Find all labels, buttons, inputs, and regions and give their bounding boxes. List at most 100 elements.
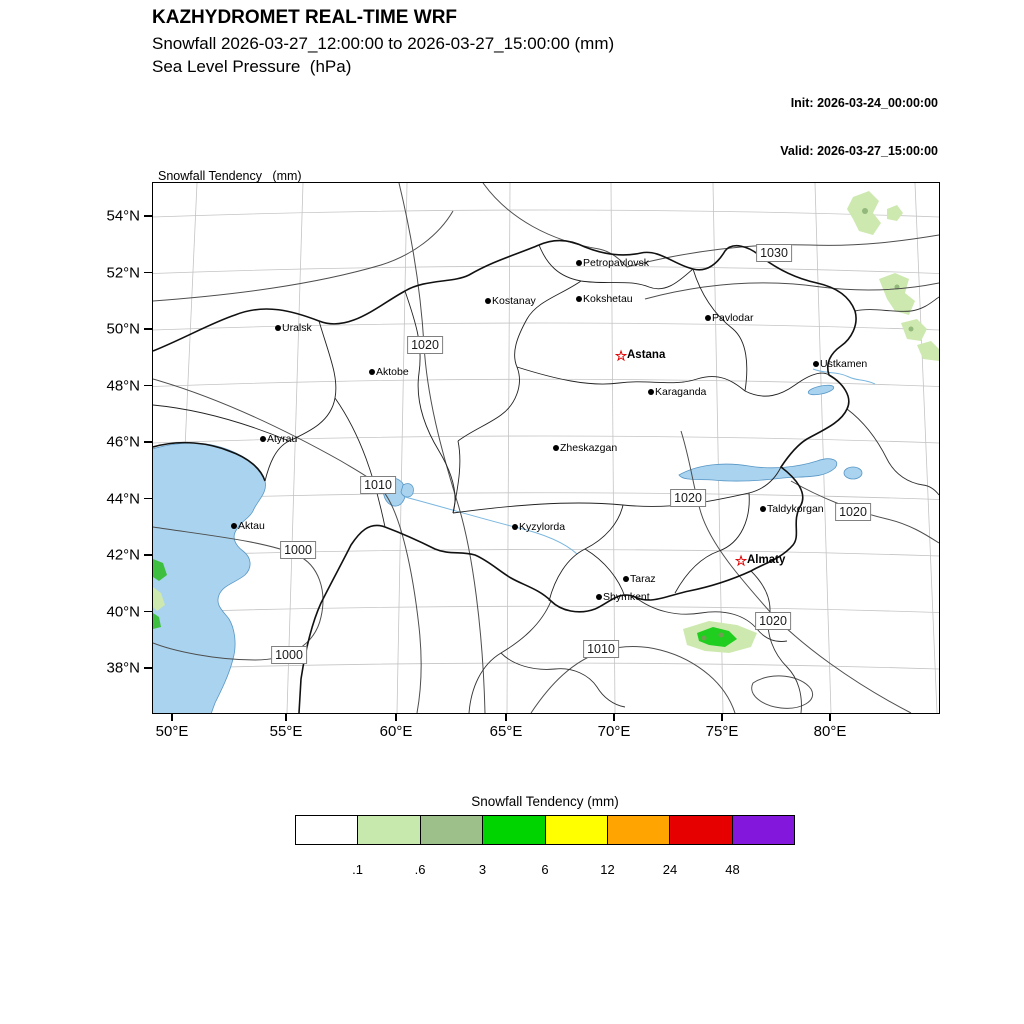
city-label: Almaty [747, 554, 786, 566]
y-axis-tick-label: 52°N [106, 264, 140, 281]
city-label: Pavlodar [712, 312, 754, 324]
colorbar-cell [482, 815, 546, 845]
y-axis-tick-label: 48°N [106, 377, 140, 394]
colorbar-title: Snowfall Tendency (mm) [471, 794, 619, 809]
city-dot-marker [648, 389, 654, 395]
y-axis-tick-label: 38°N [106, 659, 140, 677]
snowfall-shading [153, 191, 939, 653]
city-dot-marker [512, 524, 518, 530]
colorbar [295, 815, 795, 845]
city-dot-marker [485, 298, 491, 304]
city-label: Ustkamen [820, 358, 868, 370]
colorbar-tick-label: 3 [478, 862, 487, 877]
y-axis-tick-mark [144, 667, 152, 669]
pressure-contour-label: 1020 [835, 503, 871, 521]
colorbar-cell [419, 815, 484, 845]
city-dot-marker [576, 296, 582, 302]
city-label: Taldykorgan [767, 503, 824, 515]
map-overlay-layer: Petropavlovsk Kostanay Kokshetau Pavlodar Ur… [153, 183, 939, 713]
pressure-contour-label: 1030 [756, 244, 792, 262]
y-axis-tick-label: 50°N [106, 320, 140, 338]
pressure-contour-label: 1010 [360, 476, 396, 494]
city-label: Karaganda [655, 386, 707, 398]
city-dot-marker [576, 260, 582, 266]
city-dot-marker [260, 436, 266, 442]
colorbar-tick-label: .6 [414, 862, 426, 877]
x-axis-tick-label: 50°E [155, 723, 189, 740]
init-time: Init: 2026-03-24_00:00:00 [790, 96, 938, 110]
city-label: Kostanay [492, 295, 536, 307]
y-axis-tick-mark [144, 384, 152, 387]
subtitle-snowfall: Snowfall 2026-03-27_12:00:00 to 2026-03-… [152, 34, 615, 53]
lake-zaysan [807, 384, 835, 396]
kazakhstan-border [153, 239, 857, 713]
city-label: Aktau [238, 520, 265, 532]
city-label: Kokshetau [583, 293, 633, 305]
colorbar-tick-label: 12 [600, 862, 615, 877]
city-dot-marker [813, 361, 819, 367]
pressure-contour-label: 1000 [271, 646, 307, 664]
colorbar-tick-label: 6 [541, 862, 549, 877]
city-label: Atyrau [267, 433, 298, 445]
init-valid-block: Init: 2026-03-24_00:00:00 Valid: 2026-03… [780, 63, 938, 191]
y-axis-tick-label: 46°N [106, 433, 140, 451]
colorbar-tick-label: 48 [725, 862, 740, 877]
pressure-contour-label: 1010 [583, 640, 619, 658]
y-axis-tick-mark [144, 441, 152, 443]
city-label: Petropavlovsk [583, 257, 649, 269]
colorbar-cell [669, 815, 733, 845]
pressure-contour-lines [153, 183, 939, 713]
city-label: Zheskazgan [560, 442, 618, 454]
y-axis-tick-mark [144, 328, 152, 330]
city-dot-marker [369, 369, 375, 375]
map-frame: Petropavlovsk Kostanay Kokshetau Pavlodar Ur… [152, 182, 940, 714]
city-label: Aktobe [376, 366, 409, 378]
y-axis-tick-label: 54°N [106, 207, 140, 225]
city-dot-marker [231, 523, 237, 529]
map-canvas [153, 183, 939, 713]
x-axis-tick-mark [171, 713, 173, 721]
y-axis-tick-label: 42°N [106, 546, 140, 564]
pressure-contour-label: 1020 [407, 336, 443, 354]
capital-star-marker: ☆ [614, 347, 628, 364]
y-axis-tick-mark [144, 610, 152, 613]
colorbar-tick-label: .1 [352, 862, 363, 877]
region-borders [153, 244, 830, 602]
colorbar-cell [731, 815, 795, 845]
colorbar-cell [357, 815, 421, 845]
x-axis-tick-label: 75°E [705, 723, 739, 740]
pressure-contour-label: 1000 [280, 541, 316, 559]
city-label: Taraz [630, 573, 656, 585]
x-axis-tick-label: 60°E [379, 723, 413, 740]
x-axis-tick-mark [829, 713, 831, 721]
neighbor-country-borders [468, 296, 939, 713]
y-axis-tick-mark [144, 497, 152, 500]
y-axis-tick-label: 40°N [106, 603, 140, 620]
capital-star-marker: ☆ [734, 552, 748, 569]
city-label: Kyzylorda [519, 521, 566, 533]
irtysh-river [812, 368, 876, 385]
x-axis-tick-mark [285, 713, 287, 721]
water-bodies [153, 384, 863, 713]
subtitle-pressure: Sea Level Pressure (hPa) [152, 57, 352, 76]
lake-balkhash [678, 458, 838, 482]
city-dot-marker [705, 315, 711, 321]
x-axis-tick-mark [505, 713, 507, 721]
x-axis-tick-label: 55°E [269, 723, 303, 740]
x-axis-tick-mark [613, 713, 615, 721]
pressure-contour-label: 1020 [670, 489, 706, 507]
city-label: Shymkent [603, 591, 650, 603]
x-axis-tick-label: 65°E [489, 723, 523, 740]
aral-sea-east [400, 483, 414, 498]
city-dot-marker [623, 576, 629, 582]
graticule-lines [153, 183, 939, 713]
pressure-contour-label: 1020 [755, 612, 791, 630]
city-label: Uralsk [282, 322, 312, 334]
x-axis-tick-label: 80°E [813, 723, 847, 740]
page-title: KAZHYDROMET REAL-TIME WRF [152, 7, 458, 28]
x-axis-tick-mark [395, 713, 397, 721]
y-axis-tick-mark [144, 554, 152, 556]
city-dot-marker [760, 506, 766, 512]
city-dot-marker [596, 594, 602, 600]
